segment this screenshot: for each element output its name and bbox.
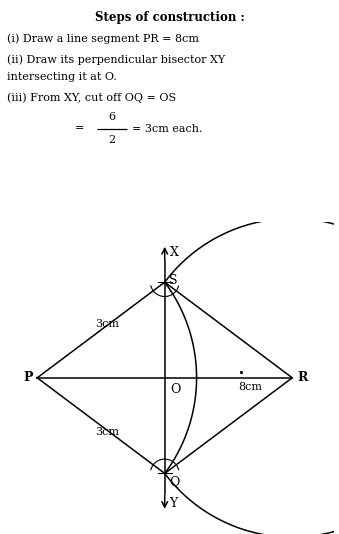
Text: O: O xyxy=(171,382,181,396)
Text: X: X xyxy=(170,246,178,258)
Text: Q: Q xyxy=(170,475,180,488)
Text: 3cm: 3cm xyxy=(95,427,119,437)
Text: (ii) Draw its perpendicular bisector XY: (ii) Draw its perpendicular bisector XY xyxy=(7,54,225,65)
Text: 6: 6 xyxy=(108,113,116,122)
Text: 3cm: 3cm xyxy=(95,319,119,328)
Text: S: S xyxy=(170,274,178,287)
Text: = 3cm each.: = 3cm each. xyxy=(132,123,203,134)
Text: Y: Y xyxy=(170,497,178,510)
Text: R: R xyxy=(297,371,307,384)
Text: =: = xyxy=(75,123,84,134)
Text: 2: 2 xyxy=(108,135,116,145)
Text: P: P xyxy=(23,371,33,384)
Text: 8cm: 8cm xyxy=(238,382,262,392)
Text: intersecting it at O.: intersecting it at O. xyxy=(7,72,117,82)
Text: (i) Draw a line segment PR = 8cm: (i) Draw a line segment PR = 8cm xyxy=(7,33,199,44)
Text: (iii) From XY, cut off OQ = OS: (iii) From XY, cut off OQ = OS xyxy=(7,92,176,103)
Text: Steps of construction :: Steps of construction : xyxy=(95,11,244,24)
